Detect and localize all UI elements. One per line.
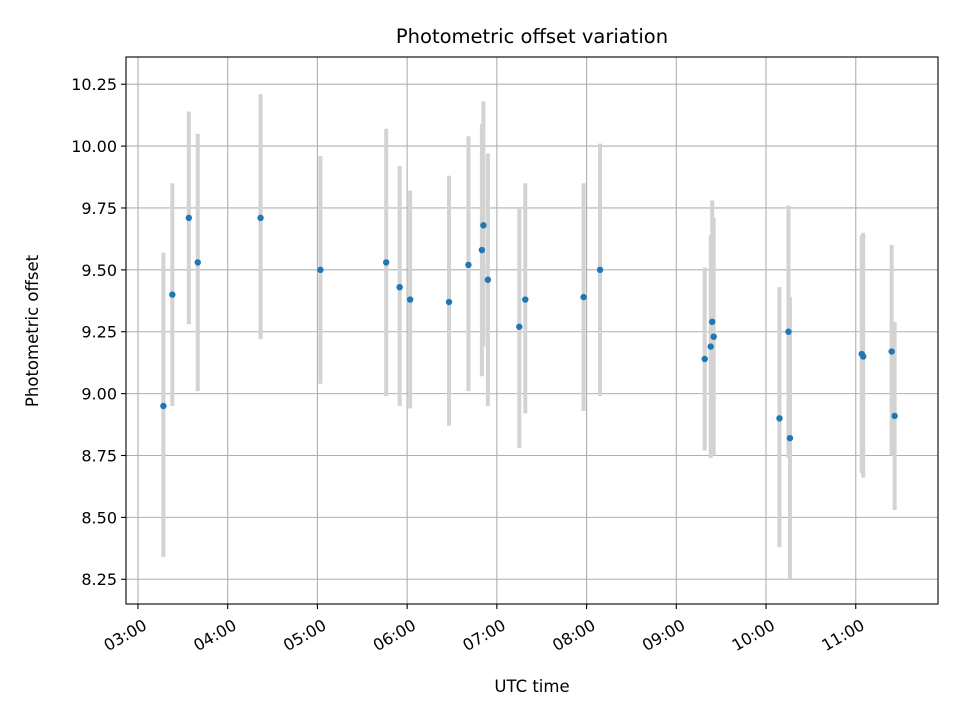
data-point [786, 434, 794, 442]
data-point [185, 214, 193, 222]
y-tick-label: 10.00 [71, 137, 117, 156]
error-bars [161, 94, 897, 580]
x-tick-label: 10:00 [729, 615, 778, 655]
chart-title: Photometric offset variation [396, 25, 668, 48]
data-point [785, 328, 792, 335]
data-point [580, 293, 587, 301]
data-point [396, 283, 403, 291]
x-tick-label: 06:00 [370, 615, 419, 655]
data-point [160, 402, 167, 410]
data-point [194, 259, 201, 266]
data-point [710, 333, 717, 340]
x-tick-label: 11:00 [818, 615, 867, 655]
y-tick-label: 8.50 [81, 508, 117, 527]
x-tick-label: 09:00 [639, 615, 688, 655]
data-point [317, 266, 324, 274]
data-point [776, 415, 783, 422]
x-tick-label: 03:00 [101, 615, 150, 655]
x-tick-label: 07:00 [459, 615, 508, 655]
y-tick-label: 10.25 [71, 75, 117, 94]
y-axis-title: Photometric offset [23, 254, 42, 407]
data-point [169, 291, 176, 298]
data-point [382, 259, 390, 266]
data-point [891, 412, 898, 420]
y-tick-label: 9.50 [81, 261, 117, 280]
data-point [465, 261, 472, 269]
data-point [707, 343, 714, 350]
data-point [516, 323, 523, 330]
data-point [445, 298, 453, 306]
data-points [160, 214, 898, 442]
x-axis: 03:00 04:00 05:00 06:00 07:00 08:00 09:00 10:00… [101, 604, 868, 655]
data-point [522, 296, 529, 303]
data-point [484, 276, 492, 283]
y-tick-label: 8.75 [81, 446, 117, 465]
data-point [480, 222, 487, 229]
x-tick-label: 04:00 [190, 615, 239, 655]
x-axis-title: UTC time [494, 677, 569, 696]
data-point [596, 266, 604, 274]
data-point [257, 214, 264, 222]
data-point [406, 296, 414, 303]
data-point [701, 355, 708, 363]
data-point [888, 348, 895, 355]
grid-lines [126, 57, 938, 604]
y-tick-label: 9.25 [81, 323, 117, 342]
y-tick-label: 8.25 [81, 570, 117, 589]
x-tick-label: 05:00 [280, 615, 329, 655]
data-point [860, 353, 867, 360]
y-tick-label: 9.75 [81, 199, 117, 218]
data-point [708, 318, 716, 326]
x-tick-label: 08:00 [549, 615, 598, 655]
y-axis: 8.25 8.50 8.75 9.00 9.25 9.50 9.75 10.00 10.25 [71, 75, 126, 589]
plot-frame [125, 56, 939, 605]
y-tick-label: 9.00 [81, 385, 117, 404]
data-point [478, 246, 486, 254]
